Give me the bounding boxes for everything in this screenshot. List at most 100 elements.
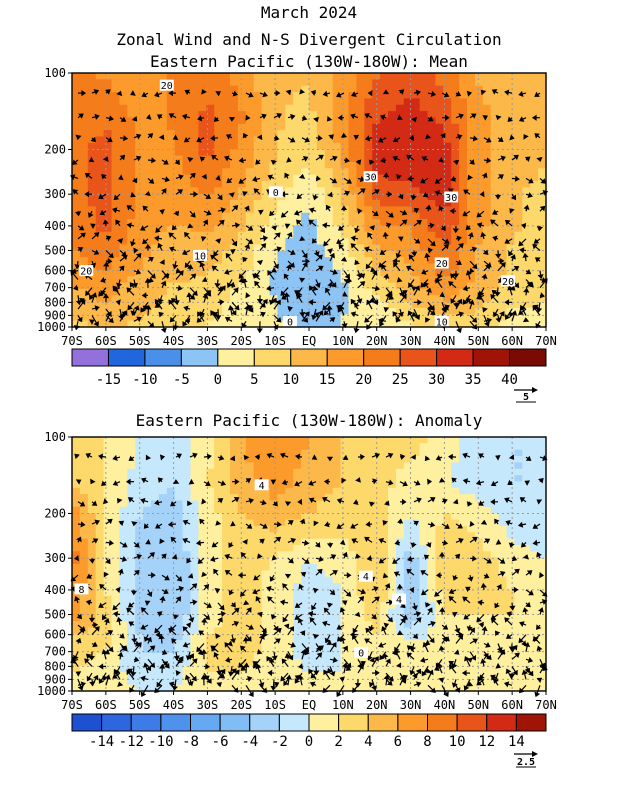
contour-cell [467,79,476,87]
contour-cell [522,295,531,303]
contour-cell [237,219,247,226]
contour-cell [372,244,381,252]
contour-cell [269,494,278,502]
contour-cell [538,161,547,169]
contour-cell [79,206,89,214]
contour-cell [111,111,120,119]
contour-cell [230,506,239,514]
contour-cell [324,544,334,552]
wind-vector-head [332,269,338,275]
contour-cell [293,462,302,470]
contour-cell [498,161,508,169]
contour-cell [356,487,365,495]
wind-vector-head [178,270,184,276]
contour-cell [332,123,342,131]
contour-cell [174,168,184,176]
contour-cell [506,92,515,99]
wind-vector-head [244,243,251,250]
contour-cell [293,73,302,80]
contour-cell [482,174,492,182]
contour-cell [198,468,207,476]
contour-cell [135,481,144,489]
contour-cell [182,532,192,540]
contour-cell [395,301,405,309]
contour-cell [459,155,468,163]
contour-cell [151,544,160,552]
contour-cell [522,238,531,246]
contour-cell [166,269,176,277]
contour-cell [285,187,294,195]
contour-cell [443,276,452,284]
contour-label: 20 [436,259,448,270]
contour-cell [95,443,105,451]
wind-vector-head [151,157,157,164]
contour-cell [111,104,120,112]
contour-cell [506,244,515,252]
contour-cell [158,104,168,112]
contour-cell [340,79,350,87]
contour-cell [419,301,429,309]
contour-cell [467,532,476,540]
contour-cell [340,525,350,533]
contour-cell [498,250,508,258]
wind-vector-head [238,273,245,279]
contour-cell [332,238,342,246]
wind-vector-head [187,157,194,163]
wind-vector-head [425,317,431,323]
contour-cell [293,538,302,546]
contour-cell [332,231,342,239]
contour-cell [143,437,152,444]
contour-cell [285,212,294,220]
contour-cell [79,487,89,495]
contour-cell [111,123,120,131]
contour-cell [253,449,263,457]
contour-cell [301,212,310,220]
contour-cell [372,532,381,540]
contour-cell [419,161,429,169]
contour-cell [198,462,207,470]
contour-cell [72,506,81,514]
contour-cell [143,130,152,138]
contour-cell [174,500,184,508]
contour-cell [119,551,128,559]
contour-cell [151,494,160,502]
contour-cell [324,288,334,296]
contour-cell [443,282,452,290]
contour-cell [95,168,105,176]
contour-cell [166,73,176,80]
contour-cell [95,544,105,552]
contour-cell [119,193,128,201]
contour-cell [230,250,239,258]
contour-cell [372,301,381,309]
contour-cell [340,244,350,252]
wind-vector-head [140,307,146,313]
contour-cell [103,187,113,195]
contour-cell [269,79,278,87]
contour-cell [135,557,144,565]
contour-cell [72,462,81,470]
contour-cell [388,475,397,483]
wind-vector-head [140,225,146,231]
contour-cell [214,468,223,476]
contour-cell [222,193,231,201]
wind-vector-head [77,316,83,323]
contour-cell [245,123,255,131]
contour-cell [348,174,357,182]
contour-cell [174,250,184,258]
contour-cell [482,282,492,290]
contour-cell [253,437,263,444]
contour-cell [166,168,176,176]
contour-cell [72,449,81,457]
contour-cell [261,544,271,552]
contour-cell [411,257,421,265]
contour-cell [103,193,113,201]
contour-cell [435,443,444,451]
wind-vector-head [101,174,107,180]
contour-cell [514,168,523,176]
wind-vector-head [102,293,110,299]
contour-cell [285,136,294,144]
contour-cell [530,456,539,463]
contour-cell [206,551,215,559]
wind-vector-head [374,189,380,195]
contour-label: 20 [80,267,92,278]
